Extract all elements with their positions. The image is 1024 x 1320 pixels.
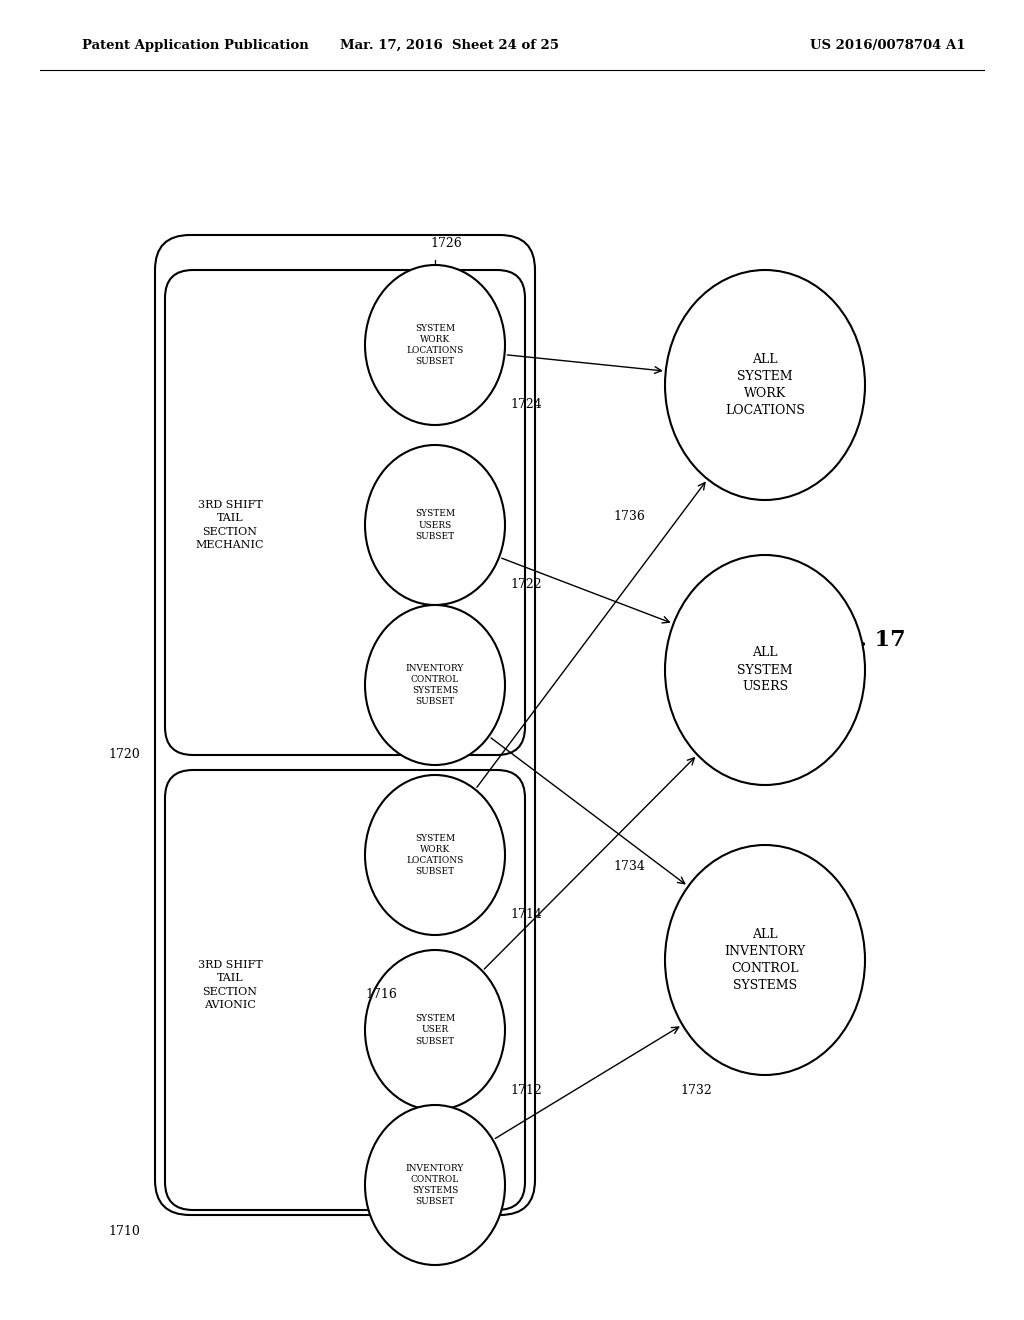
Text: 3RD SHIFT
TAIL
SECTION
AVIONIC: 3RD SHIFT TAIL SECTION AVIONIC bbox=[198, 960, 262, 1010]
Text: 1720: 1720 bbox=[109, 748, 140, 762]
Text: 1712: 1712 bbox=[510, 1084, 542, 1097]
Text: SYSTEM
USERS
SUBSET: SYSTEM USERS SUBSET bbox=[415, 510, 455, 541]
Ellipse shape bbox=[365, 445, 505, 605]
Text: 1722: 1722 bbox=[510, 578, 542, 591]
Text: US 2016/0078704 A1: US 2016/0078704 A1 bbox=[810, 38, 966, 51]
Text: INVENTORY
CONTROL
SYSTEMS
SUBSET: INVENTORY CONTROL SYSTEMS SUBSET bbox=[406, 1164, 464, 1206]
Text: 1726: 1726 bbox=[430, 238, 462, 249]
Text: FIG. 17: FIG. 17 bbox=[815, 630, 905, 651]
Text: 1710: 1710 bbox=[109, 1225, 140, 1238]
Text: 1716: 1716 bbox=[365, 989, 397, 1002]
Ellipse shape bbox=[665, 554, 865, 785]
Text: 1734: 1734 bbox=[613, 861, 645, 873]
Text: 3RD SHIFT
TAIL
SECTION
MECHANIC: 3RD SHIFT TAIL SECTION MECHANIC bbox=[196, 500, 264, 550]
Text: ALL
SYSTEM
USERS: ALL SYSTEM USERS bbox=[737, 647, 793, 693]
Text: SYSTEM
WORK
LOCATIONS
SUBSET: SYSTEM WORK LOCATIONS SUBSET bbox=[407, 834, 464, 876]
Text: ALL
INVENTORY
CONTROL
SYSTEMS: ALL INVENTORY CONTROL SYSTEMS bbox=[724, 928, 806, 993]
Ellipse shape bbox=[665, 845, 865, 1074]
Ellipse shape bbox=[365, 775, 505, 935]
Ellipse shape bbox=[365, 950, 505, 1110]
Text: 1736: 1736 bbox=[613, 510, 645, 523]
FancyBboxPatch shape bbox=[155, 235, 535, 1214]
Ellipse shape bbox=[365, 1105, 505, 1265]
Text: INVENTORY
CONTROL
SYSTEMS
SUBSET: INVENTORY CONTROL SYSTEMS SUBSET bbox=[406, 664, 464, 706]
Ellipse shape bbox=[365, 605, 505, 766]
Text: SYSTEM
WORK
LOCATIONS
SUBSET: SYSTEM WORK LOCATIONS SUBSET bbox=[407, 323, 464, 366]
FancyBboxPatch shape bbox=[165, 770, 525, 1210]
Text: 1714: 1714 bbox=[510, 908, 542, 921]
Text: ALL
SYSTEM
WORK
LOCATIONS: ALL SYSTEM WORK LOCATIONS bbox=[725, 352, 805, 417]
Ellipse shape bbox=[365, 265, 505, 425]
Text: 1732: 1732 bbox=[680, 1084, 712, 1097]
Text: Patent Application Publication: Patent Application Publication bbox=[82, 38, 309, 51]
Text: Mar. 17, 2016  Sheet 24 of 25: Mar. 17, 2016 Sheet 24 of 25 bbox=[341, 38, 559, 51]
Ellipse shape bbox=[665, 271, 865, 500]
FancyBboxPatch shape bbox=[165, 271, 525, 755]
Text: 1724: 1724 bbox=[510, 399, 542, 412]
Text: SYSTEM
USER
SUBSET: SYSTEM USER SUBSET bbox=[415, 1014, 455, 1045]
